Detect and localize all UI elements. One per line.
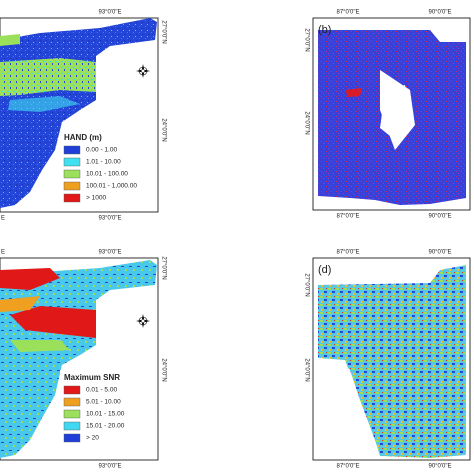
map-b bbox=[312, 17, 471, 211]
side-tick-label: 27°0'0"N bbox=[303, 28, 309, 51]
top-tick-label: 93°0'0"E bbox=[98, 250, 121, 256]
legend-label: 5.01 - 10.00 bbox=[86, 399, 121, 406]
legend-label: 10.01 - 15.00 bbox=[86, 411, 125, 418]
bottom-tick-label: 93°0'0"E bbox=[98, 464, 121, 470]
side-tick-label: 27°0'0"N bbox=[303, 273, 309, 296]
legend-label: > 1000 bbox=[86, 195, 106, 202]
legend-swatch bbox=[63, 169, 81, 179]
legend-swatch bbox=[63, 421, 81, 431]
legend-label: 0.00 - 1.00 bbox=[86, 147, 117, 154]
bottom-tick-label: 87°0'0"E bbox=[336, 214, 359, 220]
bottom-tick-label: E bbox=[1, 216, 5, 222]
legend-swatch bbox=[63, 181, 81, 191]
legend-swatch bbox=[63, 409, 81, 419]
top-tick-label: 87°0'0"E bbox=[336, 250, 359, 256]
side-tick-label: 24°0'0"N bbox=[160, 118, 166, 141]
legend-label: 100.01 - 1,000.00 bbox=[86, 183, 137, 190]
side-tick-label: 27°0'0"N bbox=[160, 20, 166, 43]
legend-label: 10.01 - 100.00 bbox=[86, 171, 128, 178]
top-tick-label: 90°0'0"E bbox=[428, 10, 451, 16]
side-tick-label: 24°0'0"N bbox=[303, 358, 309, 381]
side-tick-label: 24°0'0"N bbox=[160, 358, 166, 381]
side-tick-label: 27°0'0"N bbox=[160, 256, 166, 279]
legend-label: 1.01 - 10.00 bbox=[86, 159, 121, 166]
top-tick-label: 87°0'0"E bbox=[336, 10, 359, 16]
legend-title: Maximum SNR bbox=[64, 373, 120, 382]
legend-swatch bbox=[63, 397, 81, 407]
bottom-tick-label: 93°0'0"E bbox=[98, 216, 121, 222]
legend-label: 0.01 - 5.00 bbox=[86, 387, 117, 394]
map-d bbox=[312, 257, 471, 461]
legend-title: HAND (m) bbox=[64, 133, 102, 142]
bottom-tick-label: 90°0'0"E bbox=[428, 464, 451, 470]
bottom-tick-label: 90°0'0"E bbox=[428, 214, 451, 220]
panel-label: (d) bbox=[318, 264, 331, 276]
legend-swatch bbox=[63, 385, 81, 395]
bottom-tick-label: 87°0'0"E bbox=[336, 464, 359, 470]
panel-label: (b) bbox=[318, 24, 331, 36]
top-tick-label: 90°0'0"E bbox=[428, 250, 451, 256]
legend-label: 15.01 - 20.00 bbox=[86, 423, 125, 430]
legend-swatch bbox=[63, 145, 81, 155]
side-tick-label: 24°0'0"N bbox=[303, 111, 309, 134]
legend-swatch bbox=[63, 157, 81, 167]
legend-swatch bbox=[63, 193, 81, 203]
legend-label: > 20 bbox=[86, 435, 99, 442]
top-tick-label: E bbox=[1, 250, 5, 256]
top-tick-label: 93°0'0"E bbox=[98, 10, 121, 16]
legend-swatch bbox=[63, 433, 81, 443]
